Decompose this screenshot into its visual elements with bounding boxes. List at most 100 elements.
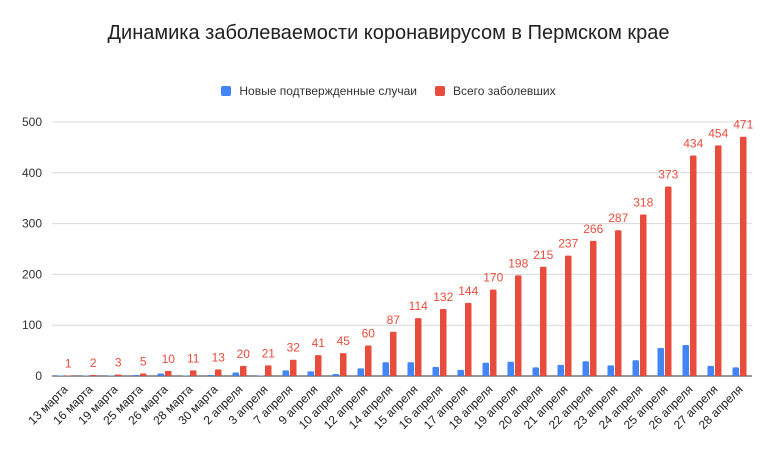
legend-label-new-cases: Новые подтвержденные случаи	[239, 84, 417, 98]
bar-total-cases	[690, 155, 697, 376]
y-tick-label: 100	[22, 318, 42, 332]
bar-total-cases	[165, 370, 172, 376]
bar-new-cases	[632, 360, 639, 376]
bar-total-cases	[315, 355, 322, 376]
data-label-total-cases: 41	[312, 336, 326, 350]
bar-new-cases	[682, 345, 689, 376]
bar-total-cases	[640, 214, 647, 376]
bar-total-cases	[265, 365, 272, 376]
bar-new-cases	[407, 362, 414, 376]
legend-swatch-total-cases	[434, 86, 445, 96]
data-label-total-cases: 132	[433, 290, 453, 304]
bar-new-cases	[607, 365, 614, 376]
bar-new-cases	[282, 370, 289, 376]
legend-item-new-cases: Новые подтвержденные случаи	[221, 84, 417, 98]
bar-new-cases	[232, 372, 239, 376]
bar-new-cases	[557, 364, 564, 376]
bar-new-cases	[707, 365, 714, 376]
bar-total-cases	[240, 365, 247, 376]
y-tick-label: 400	[22, 166, 42, 180]
bar-new-cases	[57, 375, 64, 376]
data-label-total-cases: 434	[683, 137, 703, 151]
bar-total-cases	[390, 331, 397, 376]
data-label-total-cases: 3	[115, 355, 122, 369]
y-tick-label: 200	[22, 267, 42, 281]
data-label-total-cases: 60	[362, 327, 376, 341]
bar-total-cases	[515, 275, 522, 376]
bar-new-cases	[382, 362, 389, 376]
bar-total-cases	[615, 230, 622, 376]
bar-new-cases	[82, 375, 89, 376]
data-label-total-cases: 2	[90, 356, 97, 370]
bar-total-cases	[440, 308, 447, 376]
y-tick-label: 0	[35, 369, 42, 383]
data-label-total-cases: 114	[409, 299, 428, 313]
bar-total-cases	[590, 240, 597, 376]
bar-new-cases	[482, 362, 489, 376]
bar-total-cases	[540, 266, 547, 376]
bar-new-cases	[732, 367, 739, 376]
data-label-total-cases: 287	[608, 211, 628, 225]
bar-total-cases	[415, 318, 422, 376]
data-label-total-cases: 5	[140, 354, 147, 368]
legend-item-total-cases: Всего заболевших	[434, 84, 556, 98]
bar-new-cases	[132, 374, 139, 376]
bar-new-cases	[657, 348, 664, 376]
data-label-total-cases: 215	[533, 248, 553, 262]
bar-new-cases	[107, 375, 114, 376]
bar-new-cases	[307, 371, 314, 376]
bar-total-cases	[65, 375, 72, 376]
data-label-total-cases: 454	[708, 126, 728, 140]
bar-new-cases	[582, 361, 589, 376]
data-label-total-cases: 13	[212, 350, 226, 364]
data-label-total-cases: 21	[262, 346, 276, 360]
data-label-total-cases: 237	[558, 237, 578, 251]
chart-title: Динамика заболеваемости коронавирусом в …	[107, 22, 670, 44]
data-label-total-cases: 170	[483, 271, 503, 285]
data-label-total-cases: 45	[337, 334, 351, 348]
data-label-total-cases: 11	[187, 351, 200, 365]
legend-swatch-new-cases	[221, 86, 232, 96]
bar-new-cases	[332, 373, 339, 376]
bar-total-cases	[190, 370, 197, 376]
y-tick-label: 300	[22, 217, 42, 231]
data-label-total-cases: 1	[65, 356, 72, 370]
bar-total-cases	[740, 136, 747, 376]
bar-total-cases	[340, 353, 347, 376]
bar-new-cases	[207, 374, 214, 376]
data-label-total-cases: 266	[583, 222, 603, 236]
y-tick-label: 500	[22, 115, 42, 129]
bar-new-cases	[507, 361, 514, 376]
bar-new-cases	[157, 373, 164, 376]
data-label-total-cases: 198	[508, 256, 528, 270]
bar-total-cases	[90, 374, 97, 376]
bar-new-cases	[182, 375, 189, 376]
bar-total-cases	[215, 369, 222, 376]
bar-total-cases	[140, 373, 147, 376]
bar-new-cases	[457, 369, 464, 376]
legend-label-total-cases: Всего заболевших	[452, 84, 556, 98]
data-label-total-cases: 318	[633, 195, 653, 209]
bar-new-cases	[532, 367, 539, 376]
bar-total-cases	[490, 289, 497, 376]
bar-total-cases	[565, 255, 572, 376]
bar-new-cases	[257, 375, 264, 376]
data-label-total-cases: 32	[287, 341, 301, 355]
bar-total-cases	[115, 374, 122, 376]
bar-total-cases	[665, 186, 672, 376]
bar-total-cases	[715, 145, 722, 376]
data-label-total-cases: 471	[733, 118, 753, 132]
bar-total-cases	[465, 302, 472, 376]
bar-total-cases	[290, 359, 297, 376]
data-label-total-cases: 10	[162, 352, 176, 366]
data-label-total-cases: 373	[658, 168, 678, 182]
bar-new-cases	[357, 368, 364, 376]
bar-new-cases	[432, 366, 439, 376]
data-label-total-cases: 20	[237, 347, 251, 361]
bar-total-cases	[365, 345, 372, 376]
data-label-total-cases: 144	[458, 284, 478, 298]
data-label-total-cases: 87	[387, 313, 401, 327]
legend: Новые подтвержденные случаи Всего заболе…	[0, 84, 777, 98]
